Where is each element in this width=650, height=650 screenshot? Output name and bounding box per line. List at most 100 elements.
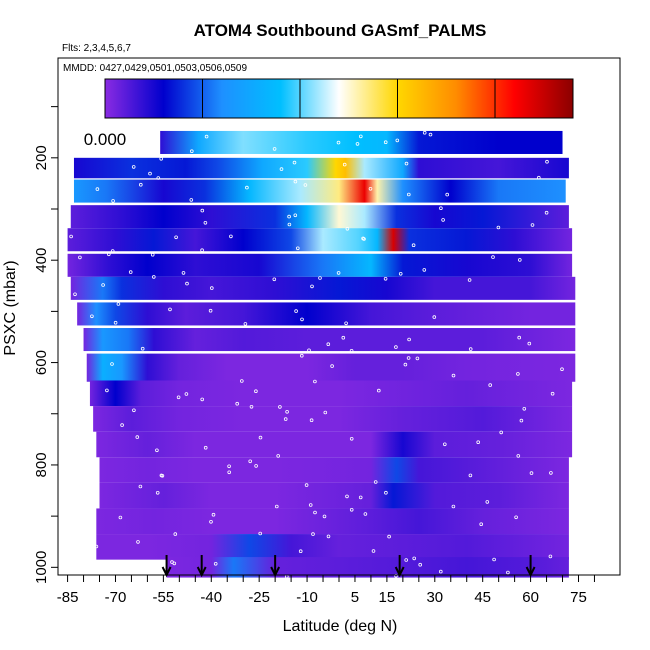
sample-point [344, 321, 348, 326]
sample-point [355, 142, 360, 146]
x-axis: -85 -70 -55 -40 -25 -10 5 15 30 45 60 75 [57, 575, 595, 606]
x-tick-label: -55 [153, 589, 175, 606]
sample-point [311, 532, 315, 536]
sample-point [516, 372, 520, 376]
sample-point [227, 470, 232, 475]
sample-point [415, 356, 420, 361]
sample-point [107, 252, 111, 257]
y-tick-label: 800 [33, 452, 50, 477]
sample-point [496, 225, 501, 230]
sample-point [168, 307, 172, 312]
sample-point [373, 480, 378, 484]
sample-point [120, 423, 124, 427]
sample-point [394, 573, 398, 578]
sample-point [159, 157, 164, 161]
sample-point [131, 165, 136, 169]
sample-point [376, 388, 381, 393]
sample-point [140, 346, 145, 351]
sample-point [203, 221, 208, 225]
sample-point [384, 490, 388, 495]
x-tick-label: 30 [426, 589, 443, 606]
y-axis-label: PSXC (mbar) [2, 260, 19, 355]
x-tick-label: 15 [379, 589, 396, 606]
sample-point [468, 473, 473, 478]
sample-point [322, 514, 327, 519]
y-tick-label: 400 [33, 248, 50, 273]
sample-point [383, 276, 388, 281]
sample-point [406, 192, 411, 197]
sample-point [90, 314, 94, 319]
heatmap [67, 130, 576, 578]
sample-point [342, 162, 347, 167]
sample-point [110, 249, 115, 253]
sample-point [258, 531, 263, 536]
sample-point [313, 379, 317, 384]
sample-point [189, 198, 194, 202]
sample-point [349, 348, 354, 353]
sample-point [488, 383, 493, 387]
heatmap-band [96, 431, 573, 458]
sample-point [404, 161, 409, 166]
sample-point [139, 182, 143, 187]
x-tick-label: 5 [351, 589, 359, 606]
sample-point [213, 561, 218, 566]
sample-point [254, 464, 258, 468]
sample-point [294, 309, 298, 313]
sample-point [522, 406, 527, 411]
sample-point [514, 515, 518, 520]
sample-point [135, 435, 140, 439]
flights-annotation: Flts: 2,3,4,5,6,7 [62, 43, 131, 54]
sample-point [438, 569, 443, 574]
heatmap-band [99, 482, 569, 509]
sample-point [318, 276, 322, 280]
heatmap-band [73, 157, 569, 179]
sample-point [156, 176, 161, 180]
sample-point [387, 534, 391, 539]
y-tick-label: 200 [33, 145, 50, 170]
sample-point [506, 570, 510, 575]
heatmap-band [96, 508, 569, 535]
sample-point [428, 132, 433, 137]
sample-point [398, 271, 403, 276]
sample-point [243, 322, 248, 326]
heatmap-band [93, 406, 573, 432]
sample-point [204, 134, 209, 139]
sample-point [549, 471, 553, 475]
sample-point [283, 417, 288, 421]
flight-arrows [161, 555, 536, 578]
heatmap-band [67, 253, 573, 277]
sample-point [150, 252, 155, 257]
sample-point [248, 459, 253, 464]
heatmap-band [70, 276, 576, 300]
sample-point [101, 283, 105, 287]
sample-point [303, 183, 308, 187]
sample-point [491, 255, 495, 259]
sample-point [113, 320, 118, 325]
heatmap-band [83, 328, 576, 352]
sample-point [326, 534, 331, 539]
heatmap-band [77, 302, 576, 326]
sample-point [293, 179, 298, 184]
arrow-marker [161, 555, 172, 578]
sample-point [362, 237, 366, 241]
sample-point [276, 454, 281, 458]
sample-point [326, 342, 331, 347]
sample-point [492, 557, 496, 562]
sample-point [536, 175, 541, 180]
sample-point [406, 356, 411, 360]
x-tick-label: 75 [570, 589, 587, 606]
sample-point [148, 171, 152, 176]
sample-point [200, 208, 205, 213]
sample-point [78, 255, 82, 260]
sample-point [313, 510, 317, 515]
sample-point [200, 397, 205, 402]
sample-point [550, 391, 555, 396]
y-axis: 200 400 600 800 1000 [33, 106, 58, 584]
sample-point [73, 292, 77, 297]
sample-point [517, 258, 522, 262]
sample-point [394, 345, 398, 349]
sample-point [173, 532, 178, 536]
sample-point [308, 503, 313, 507]
x-tick-label: -85 [57, 589, 79, 606]
sample-point [240, 379, 244, 383]
